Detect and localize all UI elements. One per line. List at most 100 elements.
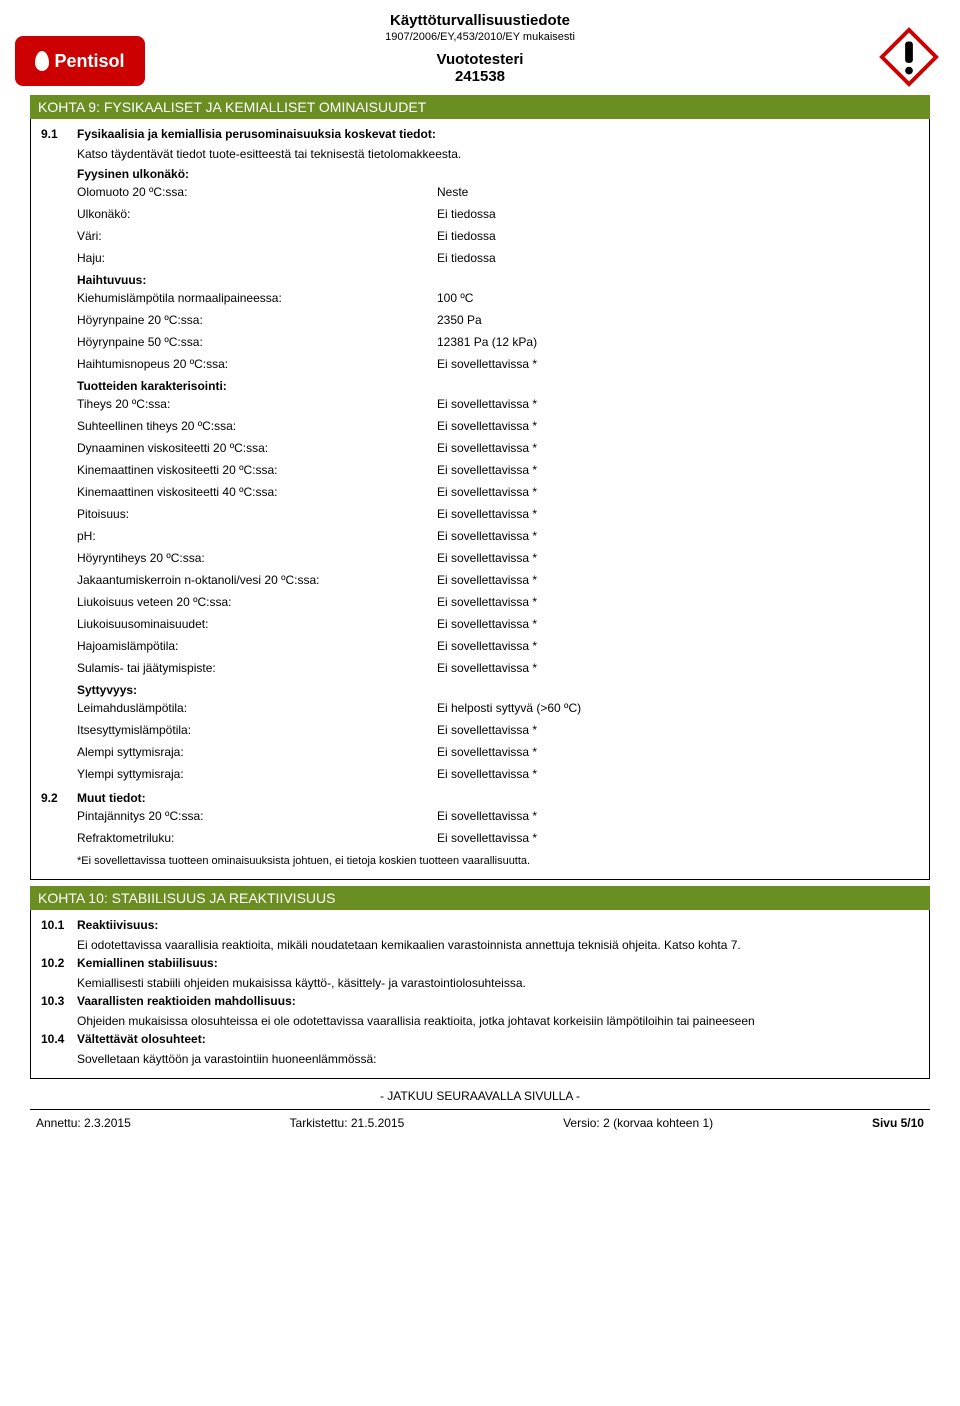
property-row: Tiheys 20 ºC:ssa:Ei sovellettavissa * [77, 393, 919, 415]
property-row: Ylempi syttymisraja:Ei sovellettavissa * [77, 763, 919, 785]
property-value: 12381 Pa (12 kPa) [437, 335, 919, 349]
property-value: 2350 Pa [437, 313, 919, 327]
property-value: Ei tiedossa [437, 229, 919, 243]
subsection-title: Vältettävät olosuhteet: [77, 1032, 919, 1046]
group-characterization-title: Tuotteiden karakterisointi: [77, 375, 919, 393]
hazard-icon [878, 26, 940, 88]
property-row: Refraktometriluku:Ei sovellettavissa * [77, 827, 919, 849]
subsection-title: Vaarallisten reaktioiden mahdollisuus: [77, 994, 919, 1008]
property-value: Ei sovellettavissa * [437, 767, 919, 781]
property-label: pH: [77, 529, 437, 543]
section-9: KOHTA 9: FYSIKAALISET JA KEMIALLISET OMI… [30, 95, 930, 880]
subsection-body: Ei odotettavissa vaarallisia reaktioita,… [77, 932, 919, 952]
property-label: Pintajännitys 20 ºC:ssa: [77, 809, 437, 823]
group-appearance-title: Fyysinen ulkonäkö: [77, 161, 919, 181]
subsection-9-2-number: 9.2 [41, 791, 77, 867]
property-value: Ei sovellettavissa * [437, 357, 919, 371]
property-value: Ei tiedossa [437, 207, 919, 221]
subsection-body: Ohjeiden mukaisissa olosuhteissa ei ole … [77, 1008, 919, 1028]
property-row: Dynaaminen viskositeetti 20 ºC:ssa:Ei so… [77, 437, 919, 459]
doc-title: Käyttöturvallisuustiedote [30, 12, 930, 29]
property-label: Leimahduslämpötila: [77, 701, 437, 715]
property-value: Ei sovellettavissa * [437, 551, 919, 565]
property-row: Alempi syttymisraja:Ei sovellettavissa * [77, 741, 919, 763]
footer-version: Versio: 2 (korvaa kohteen 1) [563, 1116, 713, 1130]
subsection-9-1-title: Fysikaalisia ja kemiallisia perusominais… [77, 127, 919, 141]
subsection-body: Sovelletaan käyttöön ja varastointiin hu… [77, 1046, 919, 1066]
property-label: Kinemaattinen viskositeetti 20 ºC:ssa: [77, 463, 437, 477]
property-value: Ei sovellettavissa * [437, 441, 919, 455]
footer-issued: Annettu: 2.3.2015 [36, 1116, 131, 1130]
property-row: Hajoamislämpötila:Ei sovellettavissa * [77, 635, 919, 657]
property-label: Sulamis- tai jäätymispiste: [77, 661, 437, 675]
subsection-row: 10.1Reaktiivisuus:Ei odotettavissa vaara… [41, 916, 919, 954]
property-row: Höyryntiheys 20 ºC:ssa:Ei sovellettaviss… [77, 547, 919, 569]
property-label: Dynaaminen viskositeetti 20 ºC:ssa: [77, 441, 437, 455]
property-label: Liukoisuus veteen 20 ºC:ssa: [77, 595, 437, 609]
property-row: Liukoisuus veteen 20 ºC:ssa:Ei sovellett… [77, 591, 919, 613]
property-value: Ei sovellettavissa * [437, 485, 919, 499]
section-10: KOHTA 10: STABIILISUUS JA REAKTIIVISUUS … [30, 886, 930, 1079]
property-value: Neste [437, 185, 919, 199]
property-row: Höyrynpaine 20 ºC:ssa:2350 Pa [77, 309, 919, 331]
subsection-title: Reaktiivisuus: [77, 918, 919, 932]
property-label: Itsesyttymislämpötila: [77, 723, 437, 737]
property-row: Kinemaattinen viskositeetti 20 ºC:ssa:Ei… [77, 459, 919, 481]
brand-logo: Pentisol [15, 36, 145, 86]
subsection-number: 10.1 [41, 918, 77, 952]
property-value: Ei sovellettavissa * [437, 419, 919, 433]
property-label: Pitoisuus: [77, 507, 437, 521]
property-value: Ei sovellettavissa * [437, 595, 919, 609]
property-label: Haihtumisnopeus 20 ºC:ssa: [77, 357, 437, 371]
continue-text: - JATKUU SEURAAVALLA SIVULLA - [30, 1089, 930, 1103]
property-row: Pitoisuus:Ei sovellettavissa * [77, 503, 919, 525]
property-label: Suhteellinen tiheys 20 ºC:ssa: [77, 419, 437, 433]
property-value: Ei sovellettavissa * [437, 831, 919, 845]
subsection-9-1-note: Katso täydentävät tiedot tuote-esitteest… [77, 141, 919, 161]
subsection-row: 10.3Vaarallisten reaktioiden mahdollisuu… [41, 992, 919, 1030]
property-row: Sulamis- tai jäätymispiste:Ei sovelletta… [77, 657, 919, 679]
property-value: Ei sovellettavissa * [437, 745, 919, 759]
property-row: Väri:Ei tiedossa [77, 225, 919, 247]
property-value: Ei sovellettavissa * [437, 463, 919, 477]
subsection-number: 10.2 [41, 956, 77, 990]
property-label: Ulkonäkö: [77, 207, 437, 221]
group-flammability-title: Syttyvyys: [77, 679, 919, 697]
property-row: Jakaantumiskerroin n-oktanoli/vesi 20 ºC… [77, 569, 919, 591]
property-label: Ylempi syttymisraja: [77, 767, 437, 781]
property-label: Tiheys 20 ºC:ssa: [77, 397, 437, 411]
property-row: Pintajännitys 20 ºC:ssa:Ei sovellettavis… [77, 805, 919, 827]
product-name: Vuototesteri [30, 51, 930, 68]
property-row: Haju:Ei tiedossa [77, 247, 919, 269]
footer-page: Sivu 5/10 [872, 1116, 924, 1130]
property-label: Kiehumislämpötila normaalipaineessa: [77, 291, 437, 305]
property-label: Olomuoto 20 ºC:ssa: [77, 185, 437, 199]
property-value: Ei sovellettavissa * [437, 529, 919, 543]
property-label: Väri: [77, 229, 437, 243]
subsection-row: 10.2Kemiallinen stabiilisuus:Kemiallises… [41, 954, 919, 992]
subsection-body: Kemiallisesti stabiili ohjeiden mukaisis… [77, 970, 919, 990]
property-label: Hajoamislämpötila: [77, 639, 437, 653]
property-label: Höyrynpaine 50 ºC:ssa: [77, 335, 437, 349]
brand-logo-text: Pentisol [54, 51, 124, 72]
property-row: Höyrynpaine 50 ºC:ssa:12381 Pa (12 kPa) [77, 331, 919, 353]
property-row: Haihtumisnopeus 20 ºC:ssa:Ei sovellettav… [77, 353, 919, 375]
doc-subtitle: 1907/2006/EY,453/2010/EY mukaisesti [30, 31, 930, 43]
property-row: Kiehumislämpötila normaalipaineessa:100 … [77, 287, 919, 309]
group-volatility-title: Haihtuvuus: [77, 269, 919, 287]
property-value: Ei sovellettavissa * [437, 809, 919, 823]
property-value: Ei sovellettavissa * [437, 639, 919, 653]
property-label: Kinemaattinen viskositeetti 40 ºC:ssa: [77, 485, 437, 499]
property-row: Kinemaattinen viskositeetti 40 ºC:ssa:Ei… [77, 481, 919, 503]
property-value: Ei tiedossa [437, 251, 919, 265]
property-label: Jakaantumiskerroin n-oktanoli/vesi 20 ºC… [77, 573, 437, 587]
property-row: Liukoisuusominaisuudet:Ei sovellettaviss… [77, 613, 919, 635]
section-10-heading: KOHTA 10: STABIILISUUS JA REAKTIIVISUUS [30, 886, 930, 910]
property-value: Ei sovellettavissa * [437, 661, 919, 675]
property-label: Alempi syttymisraja: [77, 745, 437, 759]
section-9-heading: KOHTA 9: FYSIKAALISET JA KEMIALLISET OMI… [30, 95, 930, 119]
property-label: Refraktometriluku: [77, 831, 437, 845]
property-value: Ei sovellettavissa * [437, 573, 919, 587]
property-label: Haju: [77, 251, 437, 265]
property-row: Itsesyttymislämpötila:Ei sovellettavissa… [77, 719, 919, 741]
